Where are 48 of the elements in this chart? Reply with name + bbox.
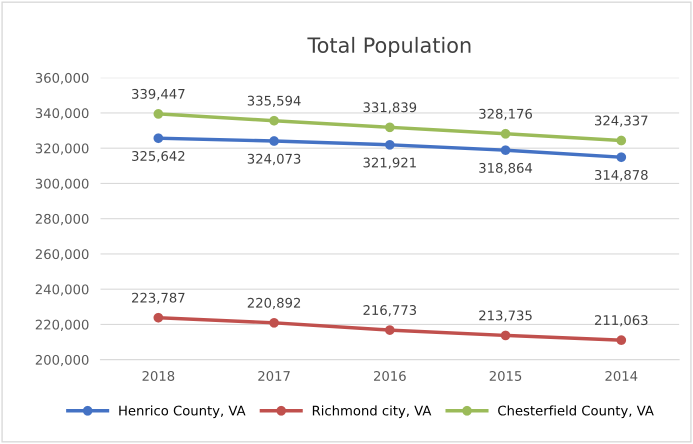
y-tick-label: 360,000 [36,72,88,84]
x-tick-label: 2015 [490,370,522,381]
point [500,128,510,139]
data-label: 321,921 [364,158,416,169]
point [153,133,164,144]
y-tick-label: 340,000 [36,108,88,120]
data-label: 335,594 [248,96,301,107]
point [384,140,395,150]
point [153,312,164,323]
point [616,335,626,346]
x-tick-label: 2018 [142,370,174,381]
y-tick-label: 280,000 [36,214,88,226]
y-tick-label: 240,000 [36,284,88,296]
x-tick-label: 2017 [258,370,290,381]
chart-title: Total Population [307,36,470,58]
point [269,318,279,328]
point [269,116,279,126]
data-label: 223,787 [132,292,185,304]
point [384,325,395,335]
point [500,145,510,156]
data-label: 324,073 [248,154,300,166]
data-label: 220,892 [248,298,300,310]
legend-label: Chesterfield County, VA [498,405,654,418]
y-tick-label: 320,000 [36,143,88,155]
point [616,152,626,162]
data-label: 325,642 [132,150,184,162]
y-tick-label: 200,000 [36,354,88,366]
legend-label: Richmond city, VA [312,405,432,418]
x-tick-label: 2016 [374,370,406,381]
y-tick-label: 260,000 [36,249,88,260]
data-label: 216,773 [364,305,416,316]
x-tick-label: 2014 [605,370,638,381]
data-label: 314,878 [595,170,648,182]
data-label: 211,063 [594,315,648,326]
data-label: 318,864 [479,162,532,174]
data-label: 331,839 [364,102,416,114]
data-label: 324,337 [595,116,648,127]
point [269,136,279,146]
point [384,122,395,132]
point [153,109,164,119]
point [616,136,626,146]
y-tick-label: 220,000 [36,320,88,331]
y-tick-label: 300,000 [36,178,88,190]
point [500,330,510,340]
data-label: 213,735 [479,310,532,322]
data-label: 328,176 [479,108,532,120]
data-label: 339,447 [132,88,185,100]
legend-label: Henrico County, VA [119,405,246,418]
